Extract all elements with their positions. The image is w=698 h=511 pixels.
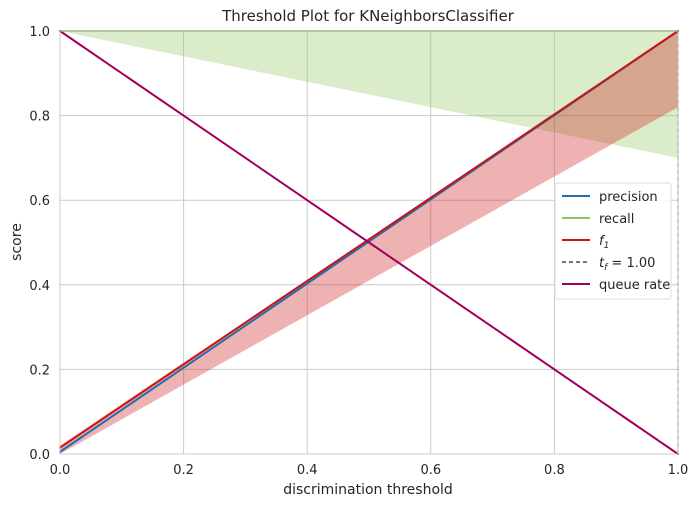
x-tick-label: 0.4 (297, 463, 318, 478)
legend-label: recall (599, 212, 634, 227)
y-tick-label: 0.4 (29, 279, 50, 294)
x-tick-label: 0.0 (50, 463, 71, 478)
legend-label: queue rate (599, 278, 670, 293)
legend-label: f1 (599, 234, 609, 251)
y-axis-label: score (9, 223, 25, 261)
y-tick-label: 1.0 (29, 25, 50, 40)
legend-box (554, 182, 672, 300)
x-axis-label: discrimination threshold (283, 482, 453, 498)
y-tick-label: 0.2 (29, 363, 50, 378)
legend-label: tf = 1.00 (599, 256, 655, 273)
tick-labels: 0.0 0.2 0.4 0.6 0.8 1.0 0.0 0.2 0.4 0.6 0.8 1.0 (29, 25, 688, 478)
legend: precision recall f1 tf = 1.00 queue rate (554, 182, 672, 300)
x-tick-label: 0.2 (173, 463, 194, 478)
line-queue-rate (59, 30, 679, 455)
x-tick-label: 0.6 (420, 463, 441, 478)
plot-frame (59, 30, 679, 455)
x-tick-label: 0.8 (544, 463, 565, 478)
legend-label: precision (599, 190, 658, 205)
chart-title: Threshold Plot for KNeighborsClassifier (221, 7, 515, 25)
x-tick-label: 1.0 (668, 463, 689, 478)
plot-border (59, 30, 679, 455)
y-tick-label: 0.8 (29, 110, 50, 125)
y-tick-label: 0.0 (29, 448, 50, 463)
line-f-1 (59, 30, 679, 449)
y-tick-label: 0.6 (29, 194, 50, 209)
band-recall (60, 31, 678, 158)
